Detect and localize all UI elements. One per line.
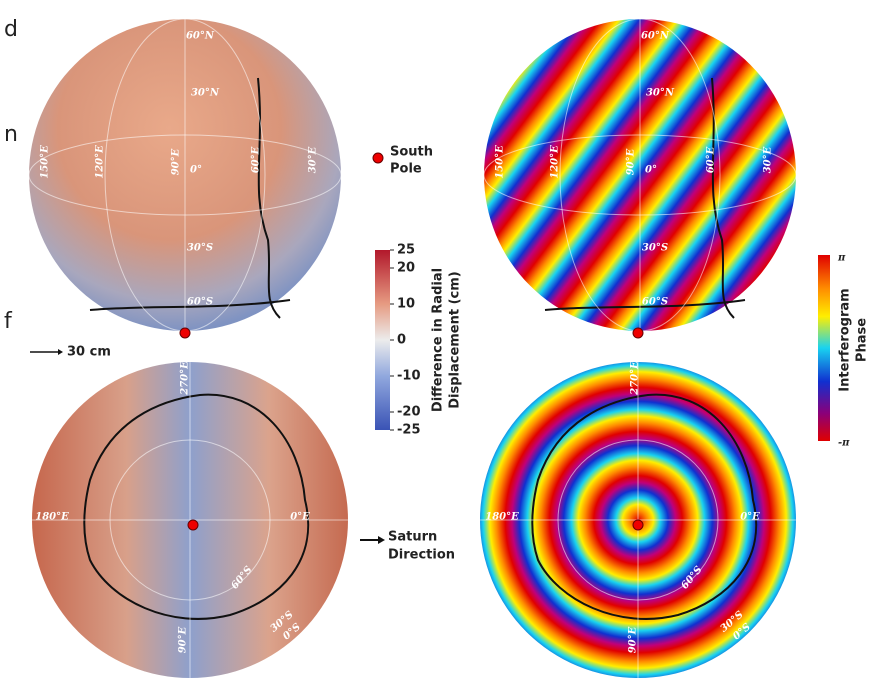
colorbar bbox=[375, 250, 390, 430]
colorbar bbox=[818, 255, 830, 441]
colorbar-title: Interferogram bbox=[838, 288, 853, 391]
scale-arrow-head bbox=[58, 349, 63, 355]
direction-label: Direction bbox=[388, 548, 455, 563]
grid-label: 30°S bbox=[187, 243, 213, 254]
grid-label: 150°E bbox=[40, 145, 51, 179]
colorbar-tick-label: -π bbox=[838, 438, 850, 449]
grid-label: 180°E bbox=[485, 512, 519, 523]
colorbar-tick-label: -10 bbox=[397, 369, 421, 384]
colorbar-title: Difference in Radial bbox=[431, 268, 446, 412]
figure: d n f 60°N 30°N 150°E 120°E 90°E 0° 60°E 30°E 30°S 6… bbox=[0, 0, 872, 681]
grid-label: 60°E bbox=[251, 146, 262, 173]
grid-label: 270°E bbox=[630, 361, 641, 396]
legend-marker bbox=[373, 153, 383, 163]
grid-label: 60°S bbox=[187, 297, 213, 308]
colorbar-tick-label: 0 bbox=[397, 333, 406, 348]
direction-arrow-head bbox=[378, 536, 385, 544]
colorbar-tick-label: -20 bbox=[397, 405, 421, 420]
grid-label: 120°E bbox=[95, 145, 106, 179]
colorbar-title: Displacement (cm) bbox=[448, 271, 463, 409]
grid-label: 180°E bbox=[35, 512, 69, 523]
direction-label: Saturn bbox=[388, 530, 437, 545]
grid-label: 0°E bbox=[740, 512, 760, 523]
colorbar-tick-label: π bbox=[837, 253, 846, 264]
globe-art bbox=[29, 19, 830, 678]
legend-label: Pole bbox=[390, 162, 422, 177]
cropped-text: f bbox=[4, 309, 13, 334]
grid-label: 60°N bbox=[641, 31, 670, 42]
grid-label: 90°E bbox=[171, 148, 182, 175]
pole-marker bbox=[188, 520, 198, 530]
grid-label: 150°E bbox=[495, 145, 506, 179]
colorbar-tick-label: 10 bbox=[397, 297, 415, 312]
grid-label: 60°S bbox=[642, 297, 668, 308]
colorbar-tick-label: 20 bbox=[397, 261, 415, 276]
pole-marker bbox=[633, 520, 643, 530]
grid-label: 0° bbox=[645, 165, 657, 176]
pole-marker bbox=[633, 328, 643, 338]
grid-label: 30°N bbox=[191, 88, 220, 99]
grid-label: 90°E bbox=[178, 626, 189, 653]
grid-label: 60°E bbox=[706, 146, 717, 173]
grid-label: 120°E bbox=[550, 145, 561, 179]
colorbar-tick-label: -25 bbox=[397, 423, 421, 438]
cropped-text: d bbox=[4, 17, 18, 42]
grid-label: 30°E bbox=[763, 146, 774, 173]
colorbar-tick-label: 25 bbox=[397, 243, 415, 258]
grid-label: 30°N bbox=[646, 88, 675, 99]
grid-label: 0° bbox=[190, 165, 202, 176]
cropped-text: n bbox=[4, 122, 18, 147]
grid-label: 60°N bbox=[186, 31, 215, 42]
legend-label: South bbox=[390, 145, 433, 160]
grid-label: 90°E bbox=[626, 148, 637, 175]
grid-label: 30°E bbox=[308, 146, 319, 173]
pole-marker bbox=[180, 328, 190, 338]
grid-label: 30°S bbox=[642, 243, 668, 254]
scale-label: 30 cm bbox=[67, 345, 111, 360]
colorbar-title: Phase bbox=[855, 318, 870, 362]
grid-label: 270°E bbox=[180, 361, 191, 396]
grid-label: 90°E bbox=[628, 626, 639, 653]
grid-label: 0°E bbox=[290, 512, 310, 523]
